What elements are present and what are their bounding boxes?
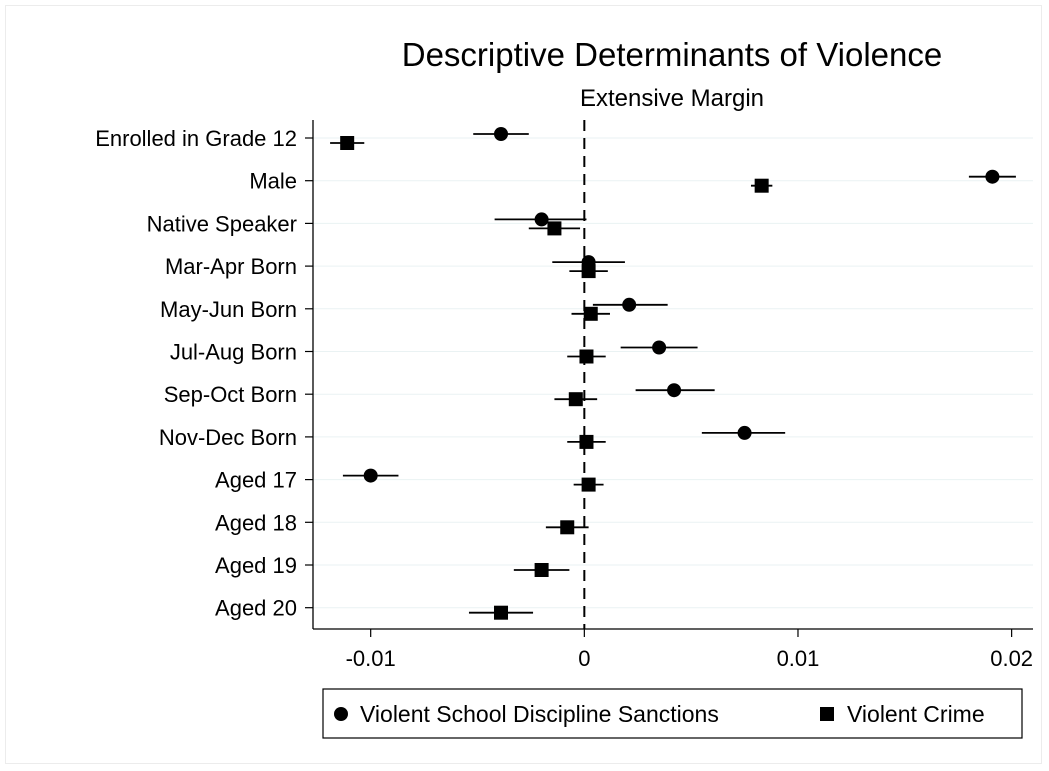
y-tick-label: Aged 18 bbox=[215, 510, 297, 535]
axes bbox=[305, 120, 1033, 637]
point-circle bbox=[667, 383, 682, 398]
chart-subtitle: Extensive Margin bbox=[580, 85, 764, 112]
point-square bbox=[568, 392, 583, 407]
x-tick-label: 0 bbox=[578, 646, 590, 671]
point-square bbox=[754, 178, 769, 193]
y-tick-label: Sep-Oct Born bbox=[164, 382, 297, 407]
y-tick-label: Nov-Dec Born bbox=[159, 425, 297, 450]
y-tick-label: Mar-Apr Born bbox=[165, 254, 297, 279]
point-square bbox=[581, 477, 596, 492]
frame-border bbox=[5, 5, 1042, 764]
point-circle bbox=[737, 425, 752, 440]
point-square bbox=[560, 520, 575, 535]
x-tick-label: 0.02 bbox=[990, 646, 1033, 671]
point-square bbox=[579, 349, 594, 364]
point-square bbox=[547, 221, 562, 236]
grid-lines bbox=[313, 137, 1033, 609]
x-tick-label: 0.01 bbox=[777, 646, 820, 671]
point-circle bbox=[652, 340, 667, 355]
data-marks bbox=[330, 127, 1016, 620]
y-tick-label: Aged 17 bbox=[215, 468, 297, 493]
y-tick-label: Enrolled in Grade 12 bbox=[95, 126, 297, 151]
y-tick-labels: Enrolled in Grade 12 Male Native Speaker Ma… bbox=[95, 126, 297, 621]
x-tick-labels: -0.01 0 0.01 0.02 bbox=[346, 646, 1033, 671]
legend-box bbox=[322, 688, 1023, 739]
point-square bbox=[340, 136, 355, 150]
point-circle bbox=[363, 468, 378, 483]
y-tick-label: Aged 19 bbox=[215, 553, 297, 578]
x-tick-label: -0.01 bbox=[346, 646, 396, 671]
point-square bbox=[583, 306, 598, 321]
point-square bbox=[534, 563, 549, 577]
y-tick-label: Native Speaker bbox=[147, 211, 297, 236]
point-circle bbox=[494, 127, 509, 141]
legend-label: Violent School Discipline Sanctions bbox=[360, 701, 719, 727]
point-circle bbox=[985, 169, 1000, 184]
y-tick-label: Male bbox=[249, 169, 297, 194]
chart-title: Descriptive Determinants of Violence bbox=[402, 36, 942, 73]
point-circle bbox=[534, 212, 549, 227]
point-square bbox=[494, 605, 509, 620]
point-circle bbox=[622, 297, 637, 312]
y-tick-label: May-Jun Born bbox=[160, 297, 297, 322]
y-tick-label: Aged 20 bbox=[215, 596, 297, 621]
y-tick-label: Jul-Aug Born bbox=[170, 340, 297, 365]
legend-label: Violent Crime bbox=[847, 701, 985, 727]
legend: Violent School Discipline Sanctions Viole… bbox=[322, 688, 1023, 739]
legend-square-marker bbox=[820, 707, 834, 721]
legend-circle-marker bbox=[334, 707, 348, 721]
point-square bbox=[579, 434, 594, 449]
point-square bbox=[581, 264, 596, 279]
